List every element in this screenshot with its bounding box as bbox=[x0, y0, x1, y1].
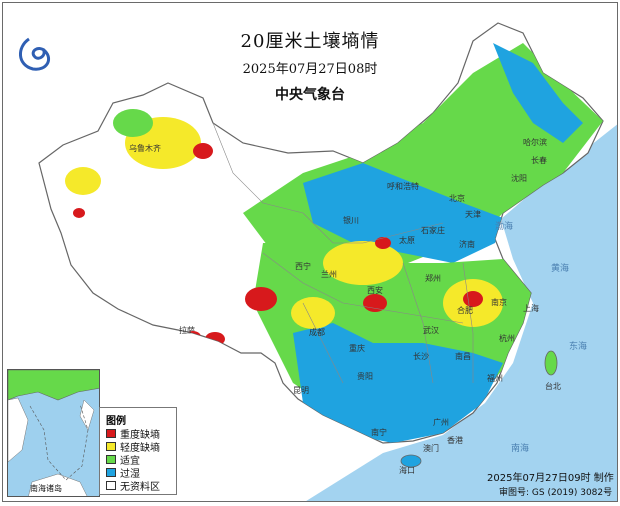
place-label: 海口 bbox=[399, 466, 415, 475]
moisture-zone-suitable-xinjiang bbox=[113, 109, 153, 137]
legend-label: 无资料区 bbox=[120, 482, 160, 493]
place-label: 兰州 bbox=[321, 270, 337, 279]
place-label: 哈尔滨 bbox=[523, 138, 547, 147]
hainan-island bbox=[400, 454, 422, 468]
place-label: 杭州 bbox=[499, 334, 515, 343]
legend-item-severe-dry: 重度缺墒 bbox=[106, 428, 160, 441]
map-canvas bbox=[3, 3, 617, 501]
place-label: 武汉 bbox=[423, 326, 439, 335]
place-label: 银川 bbox=[343, 216, 359, 225]
inset-mainland-coast bbox=[8, 370, 99, 401]
place-label: 北京 bbox=[449, 194, 465, 203]
moisture-zone-severe-tibet bbox=[245, 287, 277, 311]
legend: 图例 重度缺墒 轻度缺墒 适宜 过湿 无资料区 bbox=[99, 407, 177, 495]
place-label: 西安 bbox=[367, 286, 383, 295]
legend-item-nodata: 无资料区 bbox=[106, 480, 160, 493]
place-label: 南宁 bbox=[371, 428, 387, 437]
page-title: 20厘米土壤墒情 bbox=[240, 31, 380, 52]
place-label: 济南 bbox=[459, 240, 475, 249]
inset-borneo bbox=[28, 473, 88, 496]
inset-map bbox=[8, 370, 99, 496]
place-label: 广州 bbox=[433, 418, 449, 427]
moisture-zone-severe-north bbox=[375, 237, 391, 249]
place-label: 成都 bbox=[309, 328, 325, 337]
page-subtitle: 2025年07月27日08时 bbox=[242, 62, 378, 77]
issuer-label: 中央气象台 bbox=[275, 87, 345, 103]
place-label: 澳门 bbox=[423, 444, 439, 453]
moisture-zone-severe-east bbox=[463, 291, 483, 307]
place-label: 昆明 bbox=[293, 386, 309, 395]
place-label: 郑州 bbox=[425, 274, 441, 283]
legend-swatch bbox=[106, 455, 116, 464]
production-time: 2025年07月27日09时 制作 bbox=[487, 473, 614, 484]
place-label: 乌鲁木齐 bbox=[129, 144, 161, 153]
legend-title: 图例 bbox=[106, 416, 126, 427]
moisture-zone-wet-north bbox=[303, 163, 503, 263]
sea-label: 南海 bbox=[511, 444, 530, 454]
south-china-sea-inset: 南海诸岛 bbox=[7, 369, 100, 497]
place-label: 太原 bbox=[399, 236, 415, 245]
place-label: 沈阳 bbox=[511, 174, 527, 183]
moisture-zone-dry-sichuan bbox=[291, 297, 335, 329]
place-label: 台北 bbox=[545, 382, 561, 391]
place-label: 石家庄 bbox=[421, 226, 445, 235]
place-label: 天津 bbox=[465, 210, 481, 219]
legend-label: 过湿 bbox=[120, 469, 140, 480]
moisture-zone-wet-south bbox=[293, 323, 503, 443]
inset-neighbor-land bbox=[8, 397, 29, 463]
moisture-zone-dry-west bbox=[65, 167, 101, 195]
place-label: 上海 bbox=[523, 304, 539, 313]
place-label: 长沙 bbox=[413, 352, 429, 361]
legend-swatch bbox=[106, 468, 116, 477]
moisture-zone-severe-kashgar bbox=[73, 208, 85, 218]
place-label: 长春 bbox=[531, 156, 547, 165]
place-label: 合肥 bbox=[457, 306, 473, 315]
place-label: 拉萨 bbox=[179, 326, 195, 335]
legend-swatch bbox=[106, 481, 116, 490]
province-borders bbox=[212, 122, 474, 384]
sea-area bbox=[306, 124, 617, 501]
sea-label: 黄海 bbox=[551, 264, 570, 274]
place-label: 西宁 bbox=[295, 262, 311, 271]
map-approval-number: 审图号: GS (2019) 3082号 bbox=[499, 488, 613, 498]
legend-label: 重度缺墒 bbox=[120, 430, 160, 441]
legend-item-suitable: 适宜 bbox=[106, 454, 140, 467]
place-label: 香港 bbox=[447, 436, 463, 445]
legend-swatch bbox=[106, 429, 116, 438]
sea-label: 渤海 bbox=[495, 222, 514, 232]
place-label: 重庆 bbox=[349, 344, 365, 353]
inset-label: 南海诸岛 bbox=[30, 484, 62, 493]
cma-logo-icon bbox=[19, 37, 50, 71]
place-label: 南京 bbox=[491, 298, 507, 307]
inset-boundary-line bbox=[29, 403, 89, 481]
legend-swatch bbox=[106, 442, 116, 451]
neighbor-land-north bbox=[3, 3, 617, 153]
legend-item-wet: 过湿 bbox=[106, 467, 140, 480]
taiwan-island bbox=[544, 350, 558, 376]
moisture-zone-dry-central bbox=[323, 241, 403, 285]
place-label: 呼和浩特 bbox=[387, 182, 419, 191]
sea-label: 东海 bbox=[569, 342, 588, 352]
place-label: 南昌 bbox=[455, 352, 471, 361]
place-label: 福州 bbox=[487, 374, 503, 383]
moisture-zone-severe-central bbox=[363, 294, 387, 312]
legend-item-light-dry: 轻度缺墒 bbox=[106, 441, 160, 454]
moisture-zone-severe-xinjiang bbox=[193, 143, 213, 159]
legend-label: 轻度缺墒 bbox=[120, 443, 160, 454]
moisture-layer bbox=[65, 43, 603, 443]
inset-philippines bbox=[79, 399, 95, 431]
legend-label: 适宜 bbox=[120, 456, 140, 467]
place-label: 贵阳 bbox=[357, 372, 373, 381]
moisture-zone-wet-northeast bbox=[493, 43, 583, 143]
